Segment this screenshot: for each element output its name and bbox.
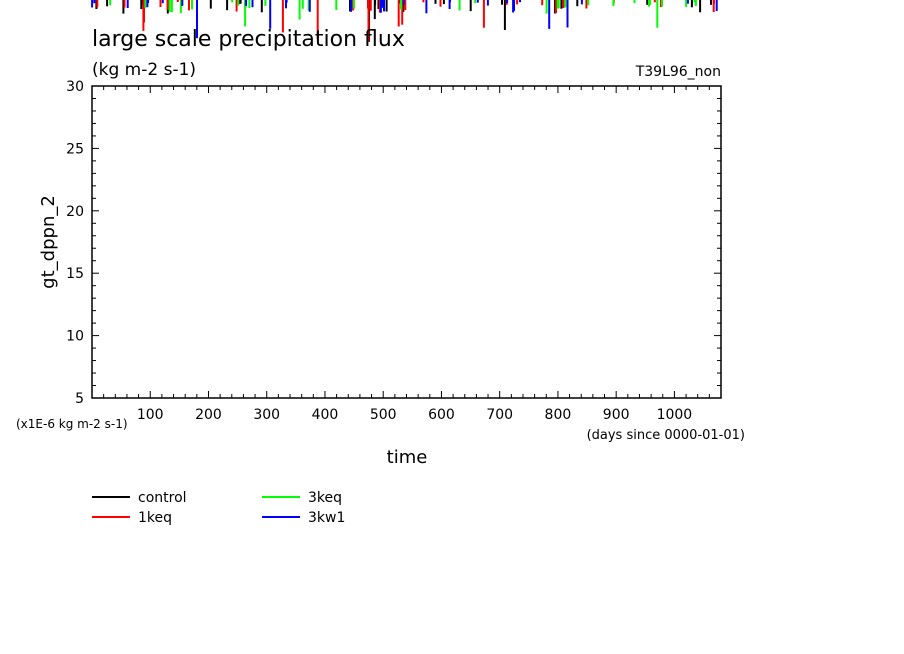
- chart-subtitle: (kg m-2 s-1): [92, 60, 196, 80]
- legend-label: 3keq: [308, 490, 342, 506]
- legend-item-3keq: 3keq: [262, 490, 342, 506]
- run-label: T39L96_non: [635, 64, 721, 80]
- x-tick-label: 100: [137, 407, 164, 423]
- y-tick-label: 30: [66, 79, 84, 95]
- x-tick-label: 900: [603, 407, 630, 423]
- ticks-layer: 100 200 300 400 500 600 700 800 900 1000 5 10 15 20 25…: [66, 79, 722, 423]
- x-tick-label: 300: [253, 407, 280, 423]
- legend-label: control: [138, 490, 187, 506]
- x-tick-label: 700: [486, 407, 513, 423]
- x-tick-label: 1000: [657, 407, 693, 423]
- legend-item-1keq: 1keq: [92, 510, 172, 526]
- x-tick-label: 800: [545, 407, 572, 423]
- y-tick-label: 10: [66, 329, 84, 345]
- y-axis-unit: (x1E-6 kg m-2 s-1): [16, 417, 128, 431]
- legend-item-control: control: [92, 490, 187, 506]
- legend: control 1keq 3keq 3kw1: [92, 490, 345, 526]
- plot-frame: [91, 85, 722, 399]
- y-axis-label: gt_dppn_2: [38, 195, 59, 289]
- series-3kw1: [91, 0, 718, 39]
- x-axis-label: time: [387, 447, 428, 468]
- series-3keq: [109, 0, 697, 28]
- x-tick-label: 600: [428, 407, 455, 423]
- legend-label: 3kw1: [308, 510, 345, 526]
- x-tick-label: 400: [312, 407, 339, 423]
- x-axis-unit: (days since 0000-01-01): [587, 428, 745, 443]
- y-tick-label: 5: [75, 391, 84, 407]
- series-layer: [91, 0, 718, 42]
- legend-item-3kw1: 3kw1: [262, 510, 345, 526]
- legend-label: 1keq: [138, 510, 172, 526]
- x-tick-label: 200: [195, 407, 222, 423]
- y-tick-label: 25: [66, 141, 84, 157]
- chart-title: large scale precipitation flux: [92, 27, 405, 52]
- y-tick-label: 20: [66, 204, 84, 220]
- x-tick-label: 500: [370, 407, 397, 423]
- y-tick-label: 15: [66, 266, 84, 282]
- series-control: [95, 0, 712, 42]
